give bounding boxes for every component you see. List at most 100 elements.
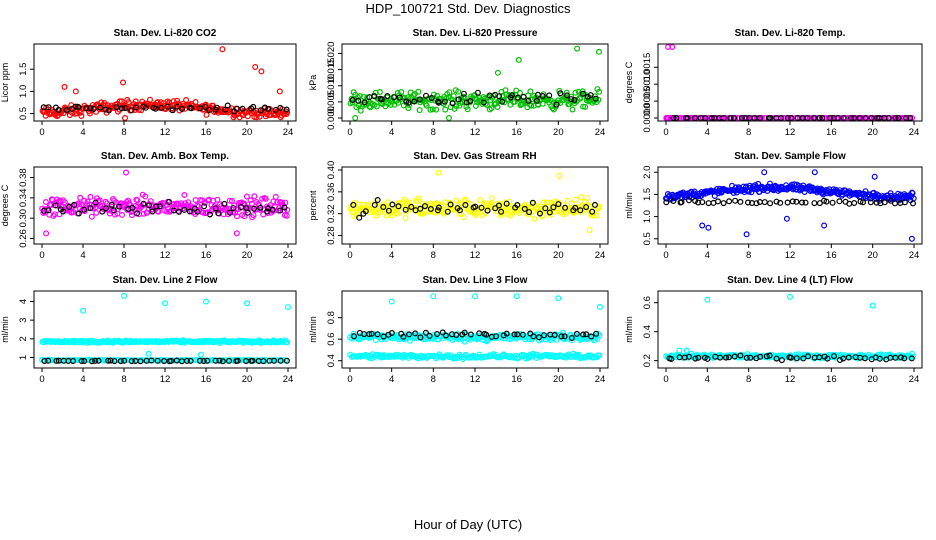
data-point	[87, 105, 94, 112]
data-point-outlier	[669, 43, 676, 50]
data-point	[836, 198, 843, 205]
data-point	[700, 114, 707, 121]
data-point	[798, 199, 805, 206]
data-point	[704, 355, 711, 362]
data-point	[732, 197, 739, 204]
x-tick-label: 24	[595, 374, 606, 385]
data-point-outlier	[472, 293, 479, 300]
data-point	[247, 197, 254, 204]
data-point-outlier	[258, 68, 265, 75]
data-point	[583, 204, 590, 211]
data-point	[415, 195, 422, 202]
data-point-outlier	[197, 351, 204, 358]
panel-title: Stan. Dev. Line 3 Flow	[423, 275, 528, 286]
data-point	[416, 107, 423, 114]
data-point	[234, 213, 241, 220]
data-point	[230, 205, 237, 212]
data-point-outlier	[145, 350, 152, 357]
data-point	[70, 201, 77, 208]
data-point	[270, 198, 277, 205]
data-point	[589, 208, 596, 215]
x-tick-label: 16	[826, 250, 837, 261]
data-point	[370, 207, 377, 214]
x-tick-label: 4	[389, 374, 394, 385]
data-point	[97, 104, 104, 111]
data-point	[219, 358, 226, 365]
data-point	[461, 329, 468, 336]
data-point-outlier	[43, 230, 50, 237]
data-point	[720, 200, 727, 207]
data-point	[514, 202, 521, 209]
x-tick-label: 12	[160, 374, 171, 385]
data-point	[188, 105, 195, 112]
data-point	[568, 335, 575, 342]
data-point	[181, 206, 188, 213]
data-point	[562, 204, 569, 211]
data-point	[725, 354, 732, 361]
data-point-outlier	[513, 293, 520, 300]
data-point	[848, 114, 855, 121]
data-points	[39, 292, 292, 365]
data-point	[720, 114, 727, 121]
data-point	[800, 355, 807, 362]
data-point	[69, 358, 76, 365]
data-point	[546, 209, 553, 216]
data-point	[907, 114, 914, 121]
data-point	[368, 330, 375, 337]
x-tick-label: 0	[347, 374, 352, 385]
data-point	[670, 114, 677, 121]
data-points	[663, 43, 916, 121]
data-point	[685, 353, 692, 360]
data-point-outlier	[446, 114, 453, 121]
x-tick-label: 8	[431, 250, 436, 261]
data-point	[537, 203, 544, 210]
data-point	[446, 89, 453, 96]
data-point	[761, 199, 768, 206]
data-point	[474, 89, 481, 96]
data-point	[264, 208, 271, 215]
data-point	[244, 209, 251, 216]
data-point	[536, 210, 543, 217]
data-point	[249, 357, 256, 364]
data-point	[840, 355, 847, 362]
x-tick-label: 4	[705, 127, 710, 138]
data-point	[453, 206, 460, 213]
data-point	[427, 200, 434, 207]
data-point	[743, 354, 750, 361]
x-tick-label: 16	[826, 127, 837, 138]
data-point	[816, 354, 823, 361]
data-point	[691, 114, 698, 121]
data-point	[442, 106, 449, 113]
data-point	[804, 353, 811, 360]
data-point	[192, 197, 199, 204]
x-tick-label: 0	[39, 250, 44, 261]
data-point	[243, 193, 250, 200]
data-point	[572, 89, 579, 96]
data-point	[901, 355, 908, 362]
data-point	[389, 201, 396, 208]
data-point	[546, 199, 553, 206]
data-point	[441, 98, 448, 105]
x-tick-label: 16	[511, 374, 522, 385]
y-axis-label: kPa	[308, 75, 318, 91]
x-tick-label: 8	[431, 374, 436, 385]
y-tick-label: 0.40	[326, 161, 337, 180]
data-point	[572, 204, 579, 211]
data-point	[202, 103, 209, 110]
data-point	[433, 106, 440, 113]
data-point	[590, 212, 597, 219]
data-point	[402, 215, 409, 222]
data-point	[361, 99, 368, 106]
data-point	[592, 95, 599, 102]
data-point	[845, 354, 852, 361]
data-point	[350, 201, 357, 208]
data-point	[435, 99, 442, 106]
x-tick-label: 12	[470, 127, 481, 138]
data-point	[580, 331, 587, 338]
data-point	[756, 114, 763, 121]
y-axis-label: percent	[308, 190, 318, 221]
data-point	[371, 93, 378, 100]
data-point	[149, 208, 156, 215]
data-point-outlier	[705, 224, 712, 231]
